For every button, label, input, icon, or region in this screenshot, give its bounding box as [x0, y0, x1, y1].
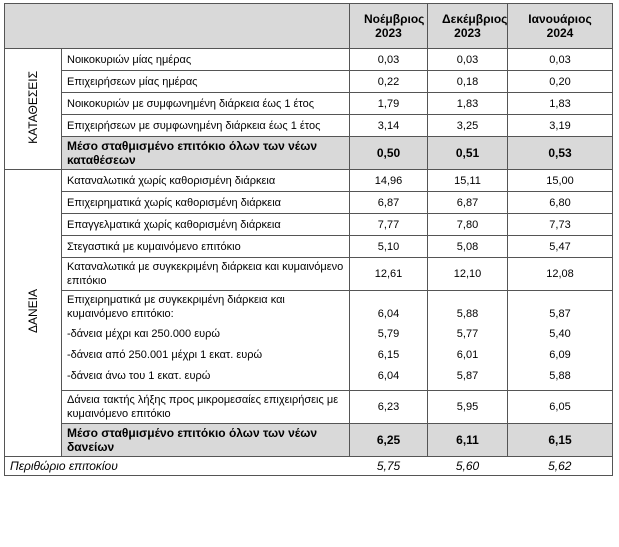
row-label: Καταναλωτικά χωρίς καθορισμένη διάρκεια: [61, 169, 350, 192]
value-cell: 7,73: [507, 213, 613, 236]
row-label: Επιχειρηματικά χωρίς καθορισμένη διάρκει…: [61, 191, 350, 214]
value-cell: 6,87: [349, 191, 428, 214]
table-row: Επιχειρηματικά χωρίς καθορισμένη διάρκει…: [5, 191, 613, 214]
table-row: Νοικοκυριών με συμφωνημένη διάρκεια έως …: [5, 92, 613, 115]
value-cell: 6,15: [349, 344, 428, 365]
value-cell: 6,09: [507, 344, 613, 365]
value-cell: 5,95: [427, 390, 508, 424]
value-cell: 5,77: [427, 323, 508, 344]
header-blank: [4, 3, 350, 49]
table-row: Επιχειρηματικά με συγκεκριμένη διάρκεια …: [5, 290, 613, 323]
value-cell: 3,25: [427, 114, 508, 137]
table-row: Δάνεια τακτής λήξης προς μικρομεσαίες επ…: [5, 390, 613, 424]
value-cell: 0,22: [349, 70, 428, 93]
row-label: Νοικοκυριών μίας ημέρας: [61, 48, 350, 71]
column-header: Ιανουάριος 2024: [507, 3, 613, 49]
row-label: -δάνεια άνω του 1 εκατ. ευρώ: [61, 365, 350, 391]
footer-value: 5,60: [427, 456, 508, 476]
table-row: ΚΑΤΑΘΕΣΕΙΣ Νοικοκυριών μίας ημέρας 0,03 0,0…: [4, 48, 613, 170]
sub-row: -δάνεια από 250.001 μέχρι 1 εκατ. ευρώ 6,…: [5, 344, 613, 365]
value-cell: 0,03: [507, 48, 613, 71]
row-label: Επαγγελματικά χωρίς καθορισμένη διάρκεια: [61, 213, 350, 236]
table-row: Στεγαστικά με κυμαινόμενο επιτόκιο 5,10 5,…: [5, 235, 613, 258]
value-cell: 0,53: [507, 136, 613, 170]
row-label: Δάνεια τακτής λήξης προς μικρομεσαίες επ…: [61, 390, 350, 424]
footer-label: Περιθώριο επιτοκίου: [4, 456, 350, 476]
column-header: Νοέμβριος 2023: [349, 3, 428, 49]
group-cell: ΔΑΝΕΙΑ: [4, 169, 62, 457]
value-cell: 6,04: [349, 290, 428, 323]
value-cell: 5,47: [507, 235, 613, 258]
value-cell: 5,87: [507, 290, 613, 323]
value-cell: 0,03: [349, 48, 428, 71]
value-cell: 12,08: [507, 257, 613, 291]
value-cell: 1,79: [349, 92, 428, 115]
value-cell: 3,14: [349, 114, 428, 137]
value-cell: 6,25: [349, 423, 428, 457]
value-cell: 0,03: [427, 48, 508, 71]
row-label: Νοικοκυριών με συμφωνημένη διάρκεια έως …: [61, 92, 350, 115]
row-label: Στεγαστικά με κυμαινόμενο επιτόκιο: [61, 235, 350, 258]
value-cell: 6,87: [427, 191, 508, 214]
row-label: Επιχειρήσεων με συμφωνημένη διάρκεια έως…: [61, 114, 350, 137]
value-cell: 14,96: [349, 169, 428, 192]
value-cell: 6,01: [427, 344, 508, 365]
footer-value: 5,62: [507, 456, 613, 476]
sub-row: -δάνεια άνω του 1 εκατ. ευρώ 6,04 5,87 5,88: [5, 365, 613, 391]
row-label: -δάνεια από 250.001 μέχρι 1 εκατ. ευρώ: [61, 344, 350, 365]
value-cell: 5,79: [349, 323, 428, 344]
value-cell: 1,83: [427, 92, 508, 115]
value-cell: 0,51: [427, 136, 508, 170]
table-row: Καταναλωτικά με συγκεκριμένη διάρκεια κα…: [5, 257, 613, 291]
value-cell: 12,10: [427, 257, 508, 291]
row-label: Μέσο σταθμισμένο επιτόκιο όλων των νέων …: [61, 136, 350, 170]
value-cell: 7,80: [427, 213, 508, 236]
value-cell: 5,88: [427, 290, 508, 323]
value-cell: 5,87: [427, 365, 508, 391]
sub-row: -δάνεια μέχρι και 250.000 ευρώ 5,79 5,77 5,…: [5, 323, 613, 344]
table-row: Μέσο σταθμισμένο επιτόκιο όλων των νέων …: [5, 423, 613, 457]
table-row: Επαγγελματικά χωρίς καθορισμένη διάρκεια…: [5, 213, 613, 236]
value-cell: 3,19: [507, 114, 613, 137]
table-row: ΔΑΝΕΙΑ Καταναλωτικά χωρίς καθορισμένη διά…: [4, 169, 613, 457]
value-cell: 0,20: [507, 70, 613, 93]
value-cell: 5,10: [349, 235, 428, 258]
group-label: ΚΑΤΑΘΕΣΕΙΣ: [26, 70, 40, 144]
group-label: ΔΑΝΕΙΑ: [26, 288, 40, 334]
row-label: Μέσο σταθμισμένο επιτόκιο όλων των νέων …: [61, 423, 350, 457]
value-cell: 6,23: [349, 390, 428, 424]
row-label: Καταναλωτικά με συγκεκριμένη διάρκεια κα…: [61, 257, 350, 291]
table-row: Επιχειρήσεων μίας ημέρας 0,22 0,18 0,20: [5, 70, 613, 93]
value-cell: 5,08: [427, 235, 508, 258]
row-label: -δάνεια μέχρι και 250.000 ευρώ: [61, 323, 350, 344]
value-cell: 6,11: [427, 423, 508, 457]
footer-value: 5,75: [349, 456, 428, 476]
value-cell: 0,50: [349, 136, 428, 170]
column-header: Δεκέμβριος 2023: [427, 3, 508, 49]
value-cell: 6,80: [507, 191, 613, 214]
value-cell: 6,04: [349, 365, 428, 391]
header-row: Νοέμβριος 2023 Δεκέμβριος 2023 Ιανουάριος …: [4, 3, 613, 49]
rates-table: Νοέμβριος 2023 Δεκέμβριος 2023 Ιανουάριος …: [4, 3, 613, 476]
value-cell: 1,83: [507, 92, 613, 115]
value-cell: 7,77: [349, 213, 428, 236]
value-cell: 5,40: [507, 323, 613, 344]
row-label: Επιχειρηματικά με συγκεκριμένη διάρκεια …: [61, 290, 350, 323]
value-cell: 5,88: [507, 365, 613, 391]
table-row: Επιχειρήσεων με συμφωνημένη διάρκεια έως…: [5, 114, 613, 137]
value-cell: 15,00: [507, 169, 613, 192]
value-cell: 6,05: [507, 390, 613, 424]
table-row: Μέσο σταθμισμένο επιτόκιο όλων των νέων …: [5, 136, 613, 170]
table-body: ΚΑΤΑΘΕΣΕΙΣ Νοικοκυριών μίας ημέρας 0,03 0,0…: [4, 48, 613, 476]
value-cell: 12,61: [349, 257, 428, 291]
group-cell: ΚΑΤΑΘΕΣΕΙΣ: [4, 48, 62, 170]
footer-row: Περιθώριο επιτοκίου 5,75 5,60 5,62: [4, 456, 613, 476]
row-label: Επιχειρήσεων μίας ημέρας: [61, 70, 350, 93]
value-cell: 15,11: [427, 169, 508, 192]
value-cell: 0,18: [427, 70, 508, 93]
value-cell: 6,15: [507, 423, 613, 457]
